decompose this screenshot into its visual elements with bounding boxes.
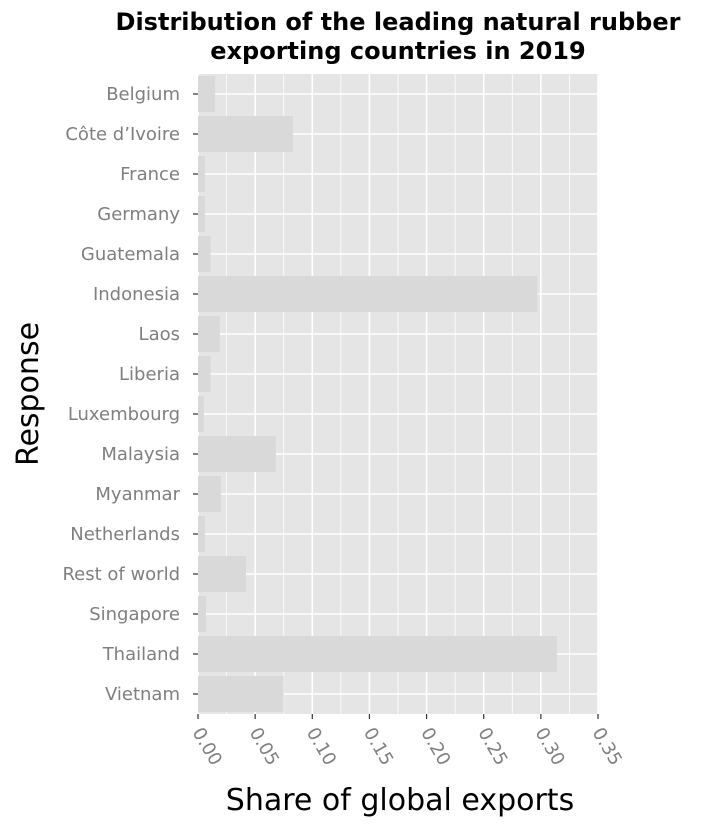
y-axis: Belgium Côte d’Ivoire France Germany Guatema… <box>62 84 198 705</box>
bar-13 <box>198 596 206 632</box>
y-tick-label: Guatemala <box>81 244 180 265</box>
bar-1 <box>198 116 293 152</box>
bar-12 <box>198 556 246 592</box>
x-tick-label: 0.15 <box>359 724 397 769</box>
x-axis-title: Share of global exports <box>226 783 574 818</box>
bars <box>198 76 557 712</box>
bar-8 <box>198 396 204 432</box>
bar-6 <box>198 316 220 352</box>
bar-0 <box>198 76 216 112</box>
bar-11 <box>198 516 205 552</box>
x-tick-label: 0.25 <box>473 724 511 769</box>
bar-3 <box>198 196 205 232</box>
y-tick-label: Indonesia <box>93 284 180 305</box>
x-axis: 0.00 0.05 0.10 0.15 0.20 0.25 0.30 0.35 <box>188 714 626 769</box>
bar-7 <box>198 356 211 392</box>
y-tick-label: Singapore <box>89 604 180 625</box>
y-tick-label: Malaysia <box>101 444 180 465</box>
x-tick-label: 0.10 <box>302 724 340 769</box>
y-tick-label: Liberia <box>119 364 180 385</box>
x-tick-label: 0.00 <box>188 724 226 769</box>
y-tick-label: Myanmar <box>95 484 180 505</box>
y-tick-label: Vietnam <box>105 684 180 705</box>
x-tick-label: 0.20 <box>416 724 454 769</box>
x-tick-label: 0.05 <box>245 724 283 769</box>
x-tick-label: 0.35 <box>588 724 626 769</box>
bar-15 <box>198 676 284 712</box>
bar-5 <box>198 276 538 312</box>
y-tick-label: France <box>120 164 180 185</box>
y-tick-label: Netherlands <box>70 524 180 545</box>
bar-4 <box>198 236 211 272</box>
y-tick-label: Luxembourg <box>68 404 180 425</box>
y-tick-label: Rest of world <box>62 564 180 585</box>
bar-2 <box>198 156 205 192</box>
x-tick-label: 0.30 <box>531 724 569 769</box>
y-tick-label: Germany <box>97 204 180 225</box>
bar-14 <box>198 636 557 672</box>
y-tick-label: Côte d’Ivoire <box>65 124 180 145</box>
y-axis-title: Response <box>11 322 46 466</box>
bar-10 <box>198 476 221 512</box>
y-tick-label: Laos <box>139 324 180 345</box>
y-tick-label: Belgium <box>106 84 180 105</box>
y-tick-label: Thailand <box>102 644 180 665</box>
bar-9 <box>198 436 276 472</box>
chart-title-line-2: exporting countries in 2019 <box>210 37 585 65</box>
chart-title-line-1: Distribution of the leading natural rubb… <box>116 8 681 36</box>
